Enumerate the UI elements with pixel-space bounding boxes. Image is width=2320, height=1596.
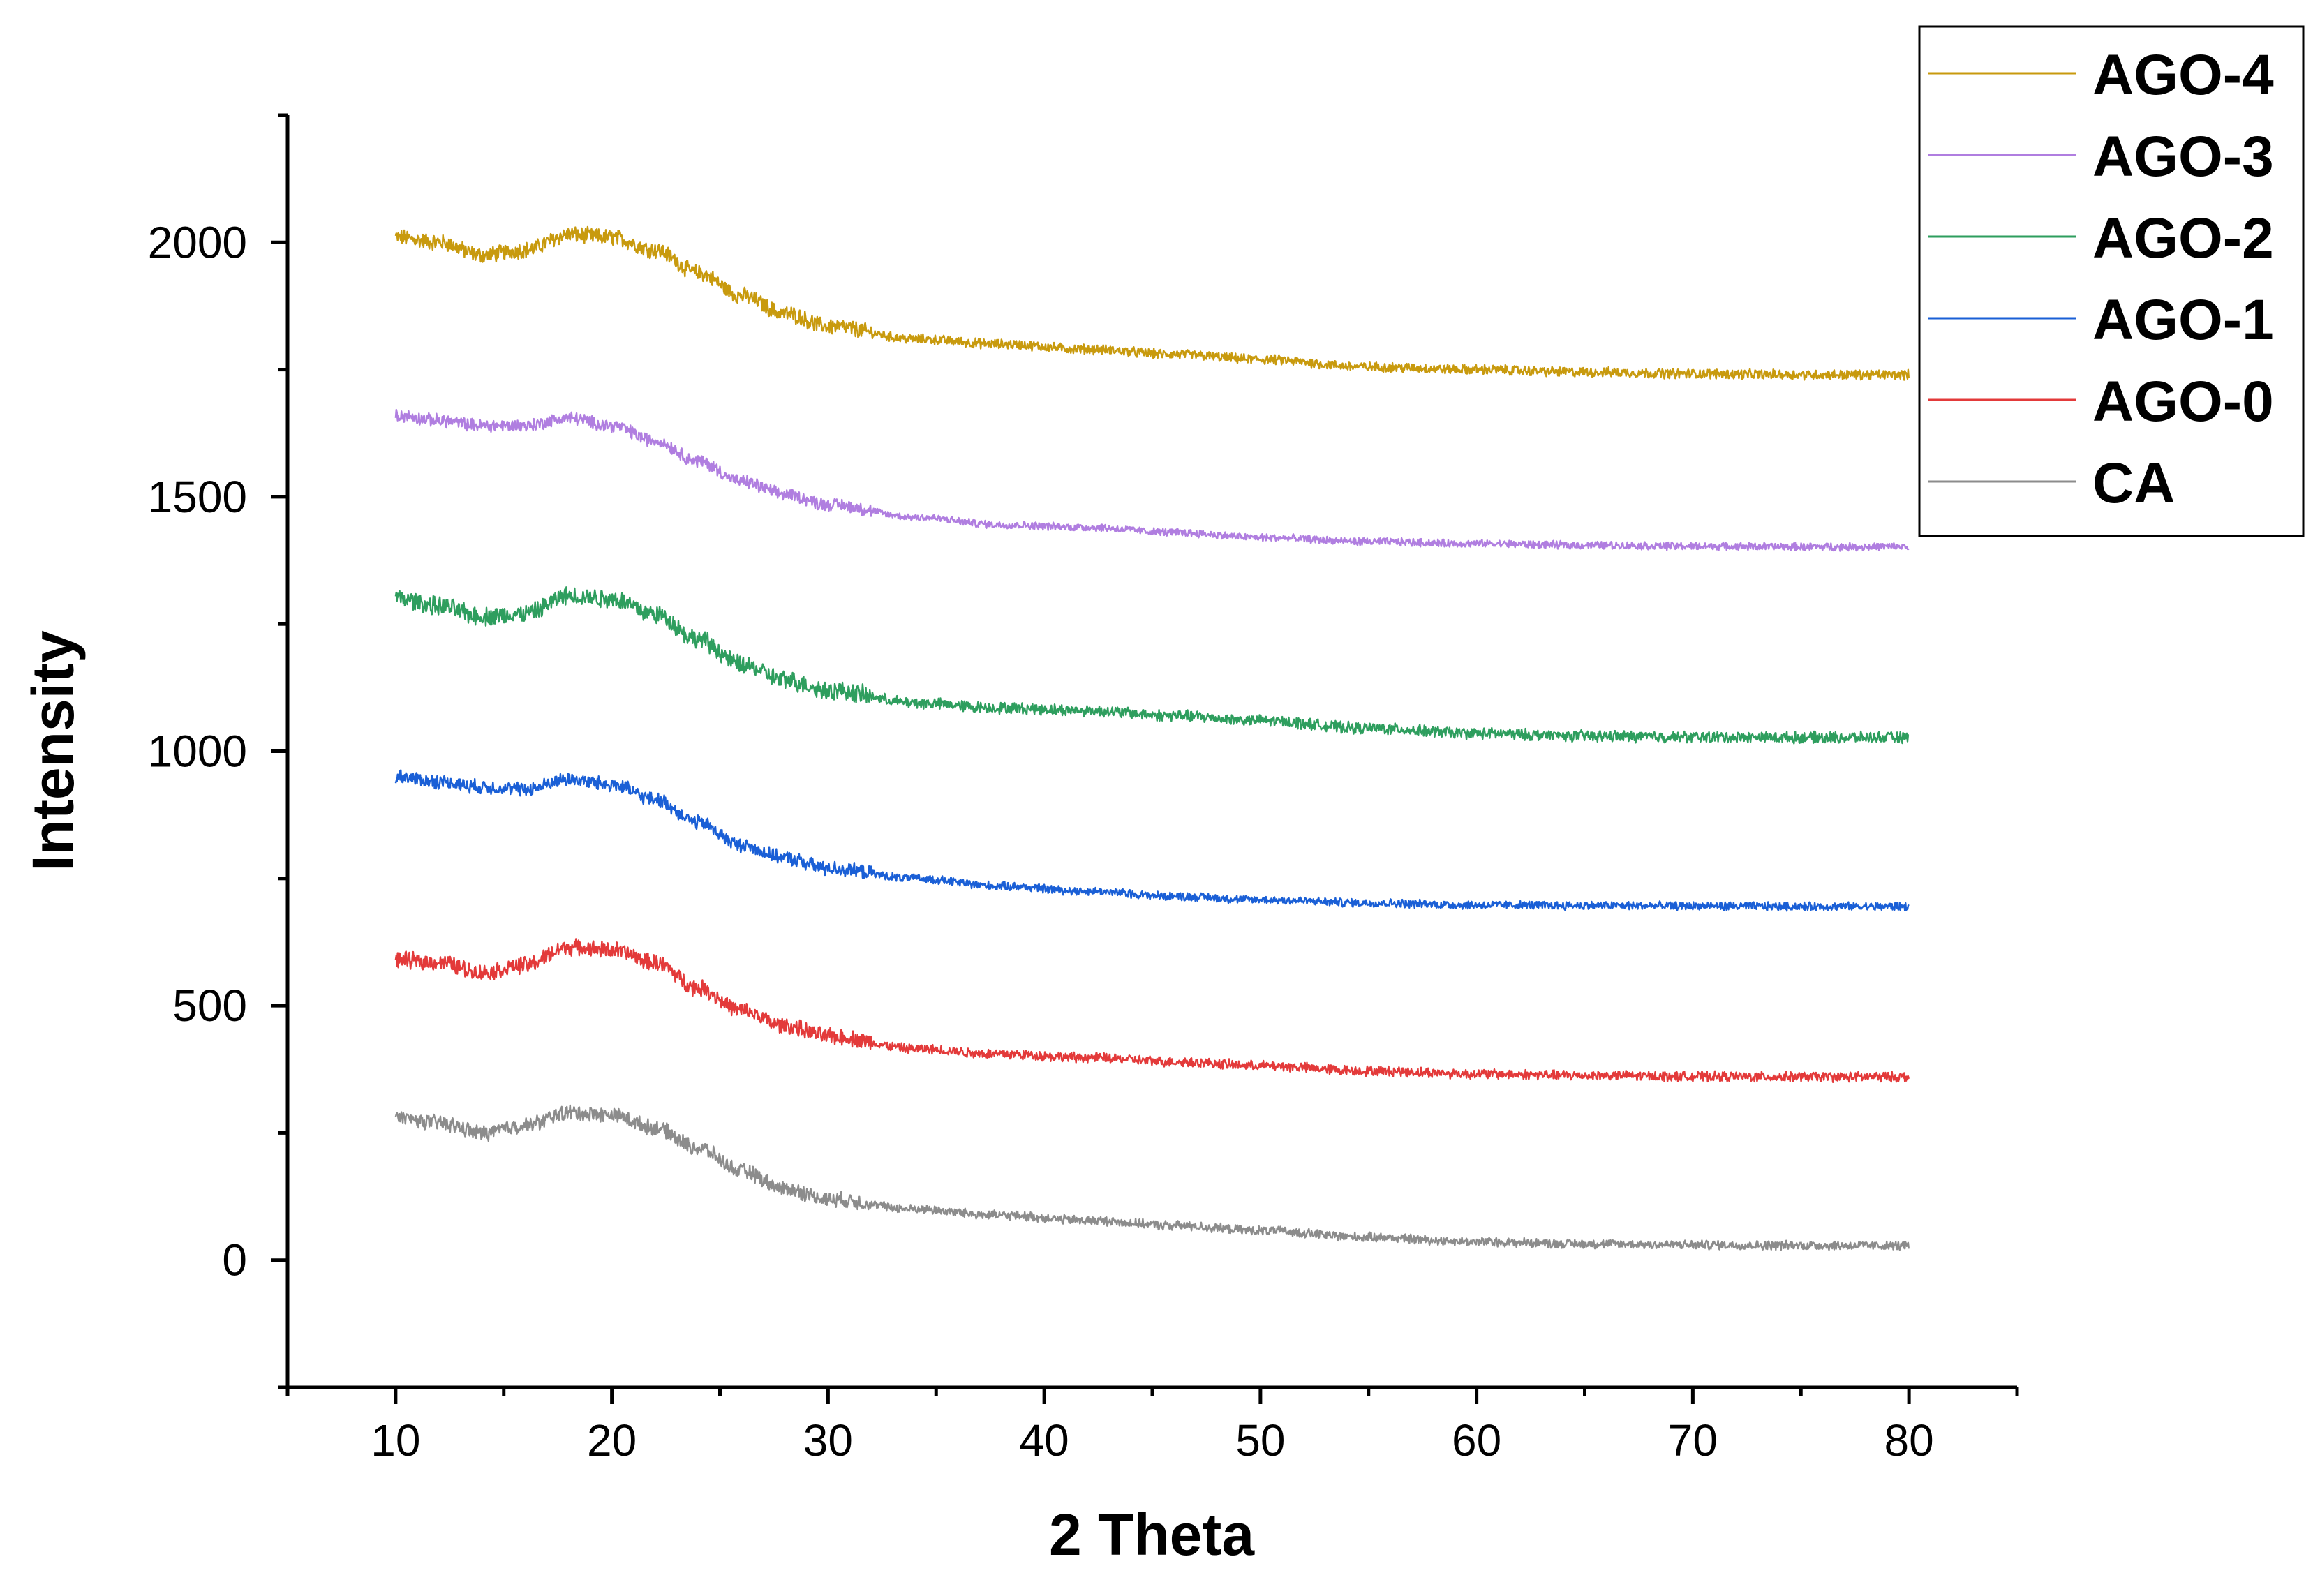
legend-items: AGO-4 AGO-3 AGO-2 AGO-1 AGO-0 CA <box>1928 43 2274 515</box>
y-tick-label: 0 <box>222 1235 247 1285</box>
series-line-ago-4 <box>394 225 1910 381</box>
legend-label-ca: CA <box>2092 452 2175 515</box>
legend: AGO-4 AGO-3 AGO-2 AGO-1 AGO-0 CA <box>1918 25 2305 537</box>
legend-label-ago-1: AGO-1 <box>2092 288 2274 352</box>
x-tick-label: 10 <box>371 1415 420 1466</box>
x-tick-label: 50 <box>1235 1415 1285 1466</box>
x-tick-label: 60 <box>1452 1415 1501 1466</box>
legend-box <box>1918 25 2305 537</box>
series-line-ca <box>394 1104 1910 1251</box>
legend-label-ago-3: AGO-3 <box>2092 125 2274 188</box>
series-line-ago-0 <box>394 938 1910 1084</box>
x-tick-label: 20 <box>587 1415 637 1466</box>
y-tick-label: 1500 <box>148 472 247 522</box>
series-line-ago-1 <box>394 769 1910 912</box>
legend-label-ago-2: AGO-2 <box>2092 207 2274 270</box>
x-tick-label: 80 <box>1884 1415 1934 1466</box>
y-tick-label: 2000 <box>148 217 247 267</box>
series-layer <box>394 225 1910 1251</box>
legend-label-ago-0: AGO-0 <box>2092 370 2274 433</box>
x-axis-ticks: 10 20 30 40 50 60 70 80 <box>285 1387 2019 1466</box>
series-line-ago-2 <box>394 586 1910 745</box>
x-tick-label: 40 <box>1020 1415 1069 1466</box>
y-tick-label: 1000 <box>148 726 247 777</box>
x-tick-label: 70 <box>1668 1415 1718 1466</box>
series-line-ago-3 <box>394 408 1910 552</box>
y-tick-label: 500 <box>172 980 247 1031</box>
y-axis-title: Intensity <box>20 630 86 872</box>
y-axis-ticks: 0 500 1000 1500 2000 <box>148 113 288 1389</box>
x-axis-title: 2 Theta <box>1049 1502 1255 1567</box>
legend-label-ago-4: AGO-4 <box>2092 43 2274 107</box>
x-tick-label: 30 <box>803 1415 853 1466</box>
